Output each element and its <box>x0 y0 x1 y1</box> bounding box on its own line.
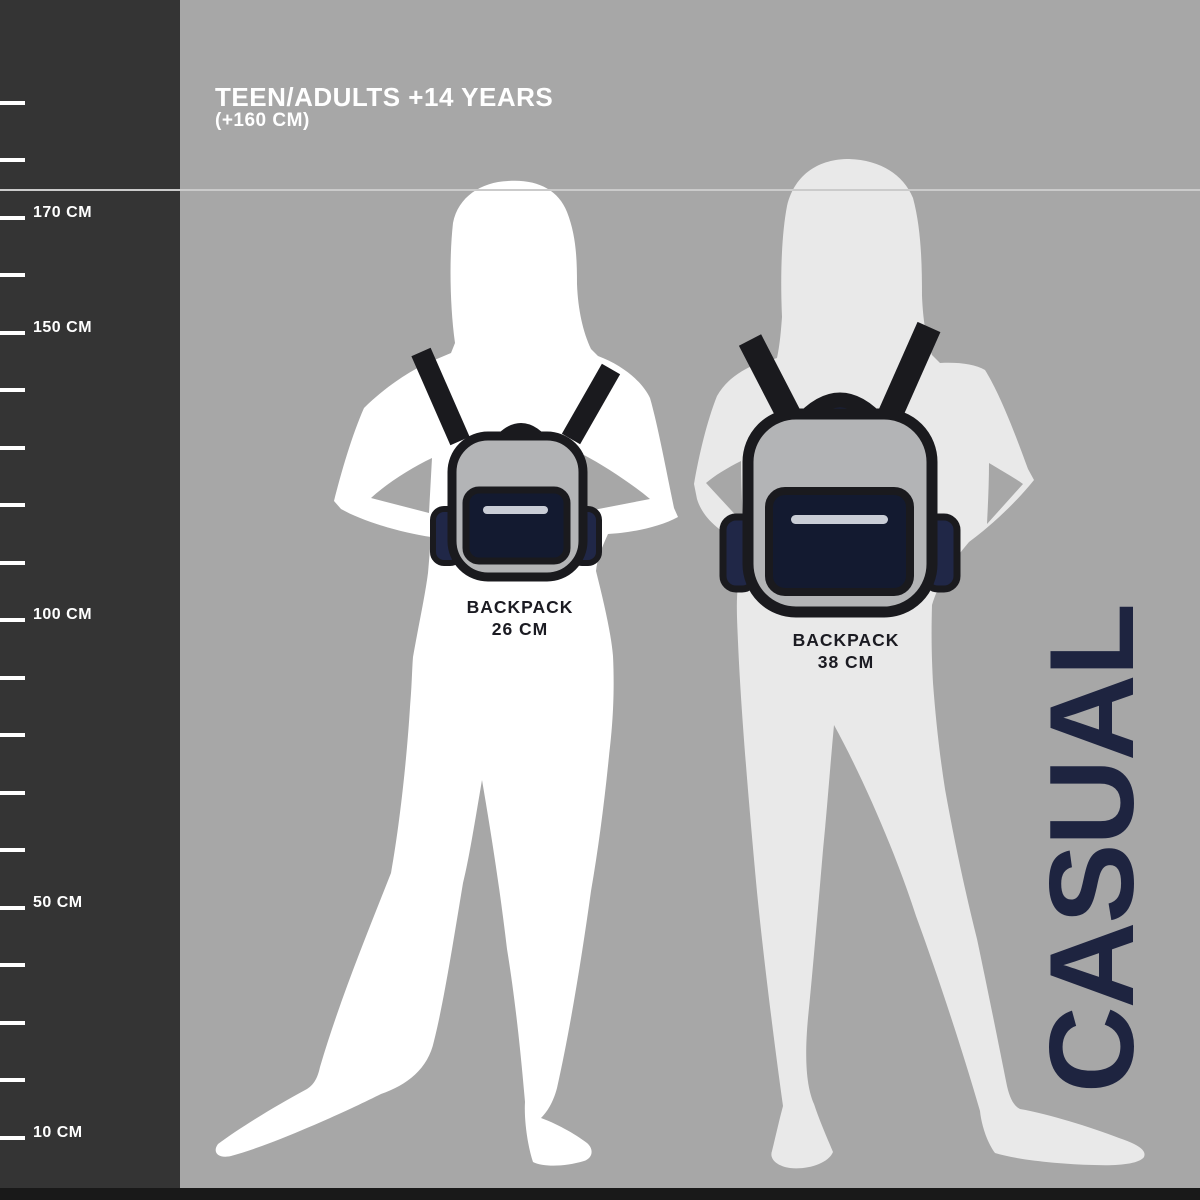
ruler-tick <box>0 963 25 967</box>
strap-right <box>561 363 621 445</box>
ruler-tick <box>0 388 25 392</box>
ruler-tick <box>0 1078 25 1082</box>
zipper <box>791 515 888 524</box>
backpack-26-title: BACKPACK <box>466 597 574 617</box>
ruler-label-10cm: 10 CM <box>33 1124 83 1141</box>
strap-left <box>411 347 470 446</box>
front-pocket <box>765 487 914 596</box>
ruler-tick <box>0 273 25 277</box>
height-guide-line <box>0 189 1200 191</box>
ruler-tick <box>0 446 25 450</box>
person-silhouette-left <box>215 180 678 1166</box>
ruler-tick <box>0 216 25 220</box>
ruler-tick <box>0 561 25 565</box>
backpack-26-icon <box>411 347 621 582</box>
ruler-tick <box>0 618 25 622</box>
backpack-26-label: BACKPACK 26 CM <box>420 596 620 640</box>
backpack-38-title: BACKPACK <box>792 630 900 650</box>
ruler-tick <box>0 733 25 737</box>
strap-right <box>874 321 941 430</box>
ruler-label-50cm: 50 CM <box>33 894 83 911</box>
ruler-label-100cm: 100 CM <box>33 606 93 623</box>
ruler-tick <box>0 791 25 795</box>
ruler-label-150cm: 150 CM <box>33 319 93 336</box>
backpack-38-size: 38 CM <box>817 652 875 672</box>
ruler-tick <box>0 1136 25 1140</box>
backpack-26-size: 26 CM <box>491 619 549 639</box>
zipper <box>483 506 548 514</box>
ruler-tick <box>0 101 25 105</box>
age-group-height: (+160 CM) <box>215 110 310 131</box>
age-group-title: TEEN/ADULTS +14 YEARS <box>215 82 554 112</box>
ruler-tick <box>0 676 25 680</box>
front-pocket <box>462 486 571 565</box>
ruler-panel <box>0 0 180 1200</box>
ruler-tick <box>0 906 25 910</box>
backpack-38-icon <box>719 321 961 618</box>
ruler-label-170cm: 170 CM <box>33 204 93 221</box>
ruler-tick <box>0 503 25 507</box>
ruler-tick <box>0 158 25 162</box>
bottom-bar <box>0 1188 1200 1200</box>
ruler-tick <box>0 331 25 335</box>
backpack-38-label: BACKPACK 38 CM <box>746 629 946 673</box>
ruler-tick <box>0 848 25 852</box>
ruler-tick <box>0 1021 25 1025</box>
